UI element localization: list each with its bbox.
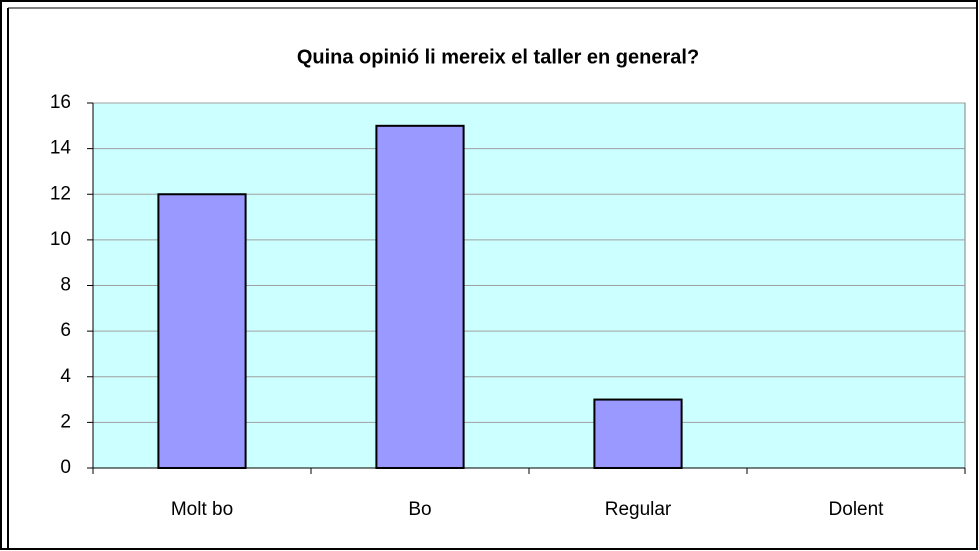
y-tick-label: 12 [50,183,71,204]
chart-title: Quina opinió li mereix el taller en gene… [297,46,699,68]
x-tick-label: Molt bo [171,499,233,520]
y-tick-label: 10 [50,229,71,250]
bar [593,398,683,469]
y-tick-label: 14 [50,138,72,159]
y-tick-label: 2 [60,411,71,432]
bar [375,124,465,469]
bar [157,193,247,469]
x-tick-label: Dolent [829,499,885,520]
y-tick-label: 4 [60,366,71,387]
y-tick-label: 0 [60,457,71,478]
x-tick-label: Bo [408,499,431,520]
y-tick-label: 8 [60,275,71,296]
x-tick-label: Regular [605,499,672,520]
y-tick-label: 6 [60,320,71,341]
y-tick-label: 16 [50,92,71,113]
